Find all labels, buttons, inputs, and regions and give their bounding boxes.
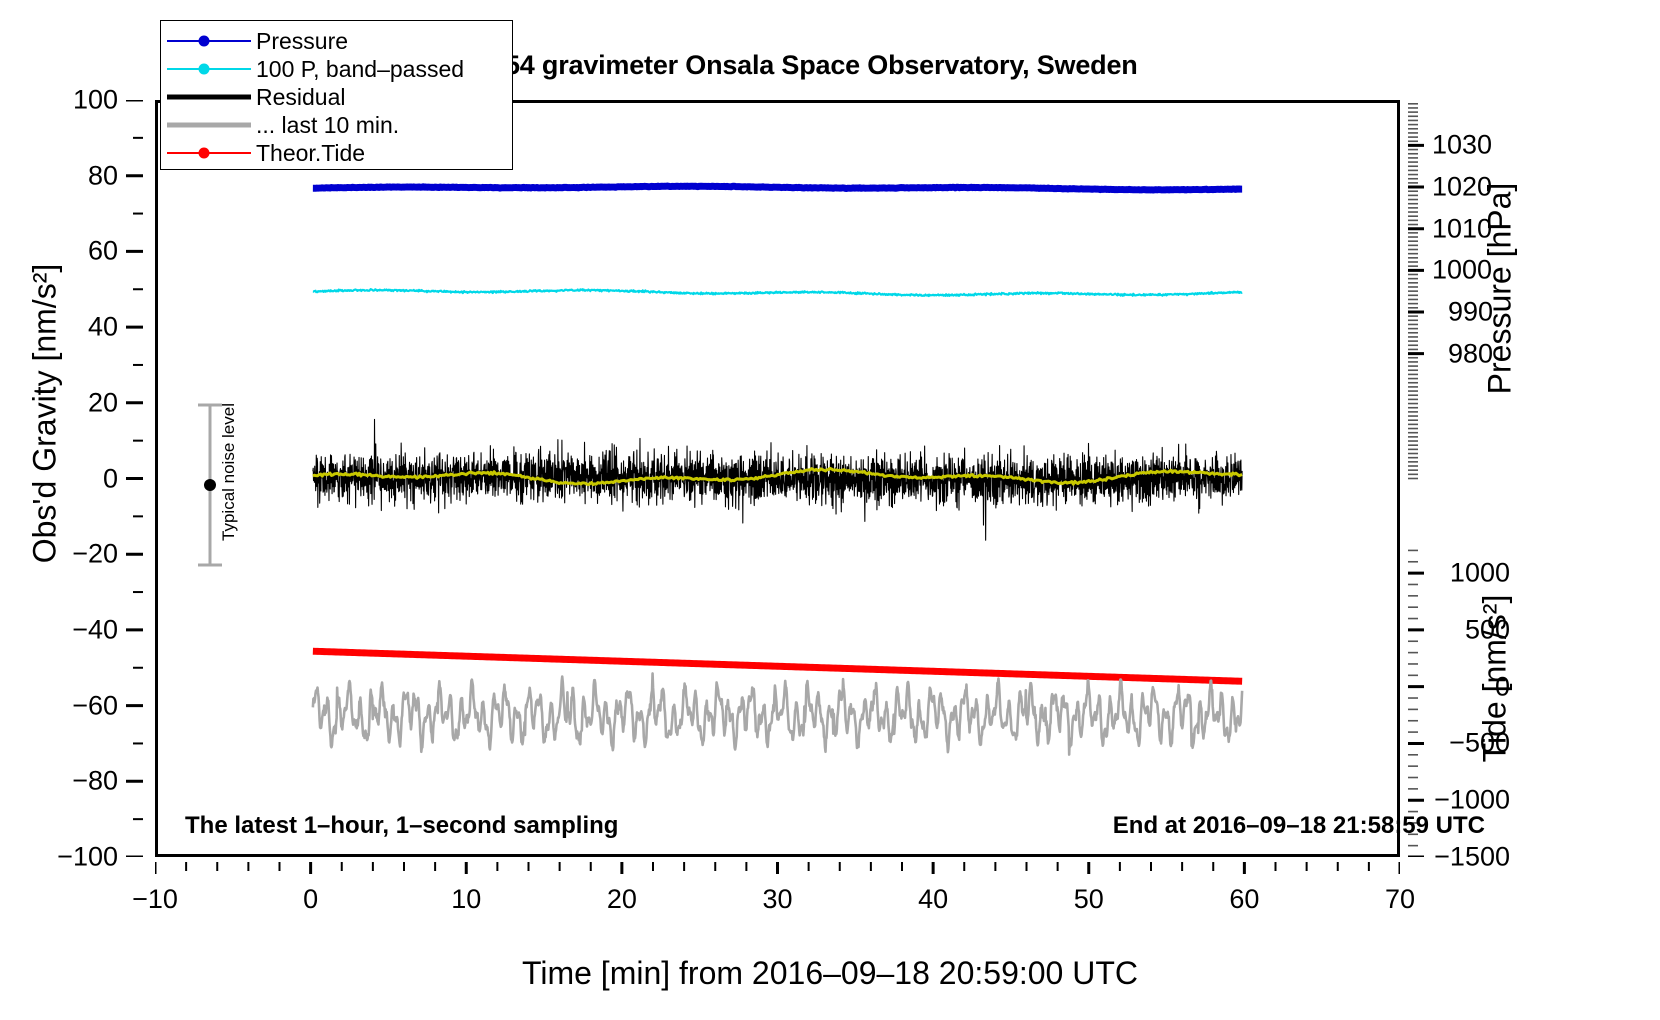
plot-area	[155, 100, 1400, 857]
x-axis-label: Time [min] from 2016–09–18 20:59:00 UTC	[521, 955, 1138, 991]
noise-level-label: Typical noise level	[219, 403, 238, 541]
series-pressure	[310, 182, 1245, 194]
data-traces	[310, 182, 1245, 756]
legend-key-swatch	[161, 111, 256, 139]
legend-item: 100 P, band–passed	[161, 55, 512, 83]
legend-line-icon	[167, 94, 251, 100]
legend-item-label: 100 P, band–passed	[256, 55, 465, 82]
x-tick-label: 0	[303, 884, 319, 914]
legend-dot-icon	[198, 147, 210, 159]
y-axis-right-pressure-ticks: 1030 1020 1010 1000 990 980	[1408, 100, 1498, 857]
y-tick-label-tide: 1000	[1449, 557, 1510, 588]
legend-item: Pressure	[161, 27, 512, 55]
x-tick-label: 30	[762, 884, 793, 914]
y-tick-label-tide: 0	[1494, 671, 1510, 702]
y-tick-label: −80	[72, 765, 118, 796]
y-axis-right-pressure-label: Pressure [hPa]	[1481, 182, 1518, 395]
legend-key-swatch	[161, 27, 256, 55]
y-tick-label: −20	[72, 538, 118, 569]
y-axis-left-label: Obs'd Gravity [nm/s²]	[26, 263, 63, 564]
x-tick-label: 50	[1073, 884, 1104, 914]
y-axis-left-ticks: 100 80 60 40 20 0 −20 −40 −60 −80 −100	[0, 85, 143, 872]
x-tick-label: 70	[1384, 884, 1416, 914]
x-tick-label: −10	[132, 884, 178, 914]
legend-item-label: ... last 10 min.	[256, 111, 400, 138]
legend-key-swatch	[161, 55, 256, 83]
y-axis-right-tickmarks	[1408, 102, 1424, 857]
x-axis-ticks: −10 0 10 20 30 40 50 60 70	[132, 862, 1415, 914]
y-axis-right-tide-label: Tide [nm/s²]	[1476, 594, 1513, 763]
x-axis-tickmarks	[155, 862, 1400, 874]
y-axis-left-tickmarks	[126, 100, 143, 857]
y-tick-label-tide: 500	[1464, 614, 1510, 645]
legend-item: Residual	[161, 83, 512, 111]
y-tick-label: −60	[72, 690, 118, 721]
y-tick-label: 40	[87, 311, 118, 342]
series-residual	[312, 418, 1243, 541]
y-tick-label: 100	[72, 84, 118, 115]
legend-item-label: Pressure	[256, 27, 349, 54]
y-tick-label: 80	[87, 160, 118, 191]
x-tick-label: 20	[606, 884, 637, 914]
y-tick-label: 60	[87, 235, 118, 266]
y-tick-label: 0	[102, 463, 118, 493]
note-end-time: End at 2016–09–18 21:58:59 UTC	[1112, 812, 1485, 839]
y-tick-label-tide: −1000	[1434, 784, 1510, 815]
legend-item-label: Theor.Tide	[256, 139, 366, 166]
series-theoretical-tide	[311, 647, 1244, 685]
legend-dot-icon	[198, 63, 210, 75]
x-tick-label: 10	[451, 884, 482, 914]
x-tick-label: 40	[918, 884, 949, 914]
series-last-10-min	[311, 672, 1244, 756]
y-tick-label: −100	[57, 841, 118, 872]
y-axis-right-tide-ticks: 1000 500 0 −500 −1000 −1500	[1408, 100, 1510, 872]
legend-item: ... last 10 min.	[161, 111, 512, 139]
typical-noise-level-annotation: Typical noise level	[180, 400, 290, 570]
series-pressure-bandpassed	[312, 288, 1243, 298]
chart-title: SCG_054 gravimeter Onsala Space Observat…	[417, 50, 1138, 80]
y-tick-label-pressure: 1010	[1432, 213, 1493, 244]
legend-key-swatch	[161, 83, 256, 111]
legend-item: Theor.Tide	[161, 139, 512, 167]
legend: Pressure 100 P, band–passed Residual... la…	[160, 20, 513, 170]
legend-key-swatch	[161, 139, 256, 167]
note-sampling: The latest 1–hour, 1–second sampling	[185, 812, 619, 839]
series-residual-smoothed	[312, 466, 1243, 487]
y-tick-label-pressure: 990	[1448, 296, 1494, 327]
y-tick-label: 20	[87, 387, 118, 418]
y-tick-label-pressure: 1000	[1432, 254, 1493, 285]
y-tick-label-pressure: 1020	[1432, 171, 1493, 202]
legend-item-label: Residual	[256, 83, 346, 110]
noise-errorbar-icon	[198, 403, 222, 567]
y-tick-label-pressure: 1030	[1432, 129, 1493, 160]
y-tick-label-pressure: 980	[1448, 338, 1494, 369]
legend-dot-icon	[198, 35, 210, 47]
x-tick-label: 60	[1229, 884, 1260, 914]
legend-line-icon	[167, 122, 251, 128]
y-tick-label: −40	[72, 614, 118, 645]
y-tick-label-tide: −500	[1449, 727, 1510, 758]
y-tick-label-tide: −1500	[1434, 841, 1510, 872]
